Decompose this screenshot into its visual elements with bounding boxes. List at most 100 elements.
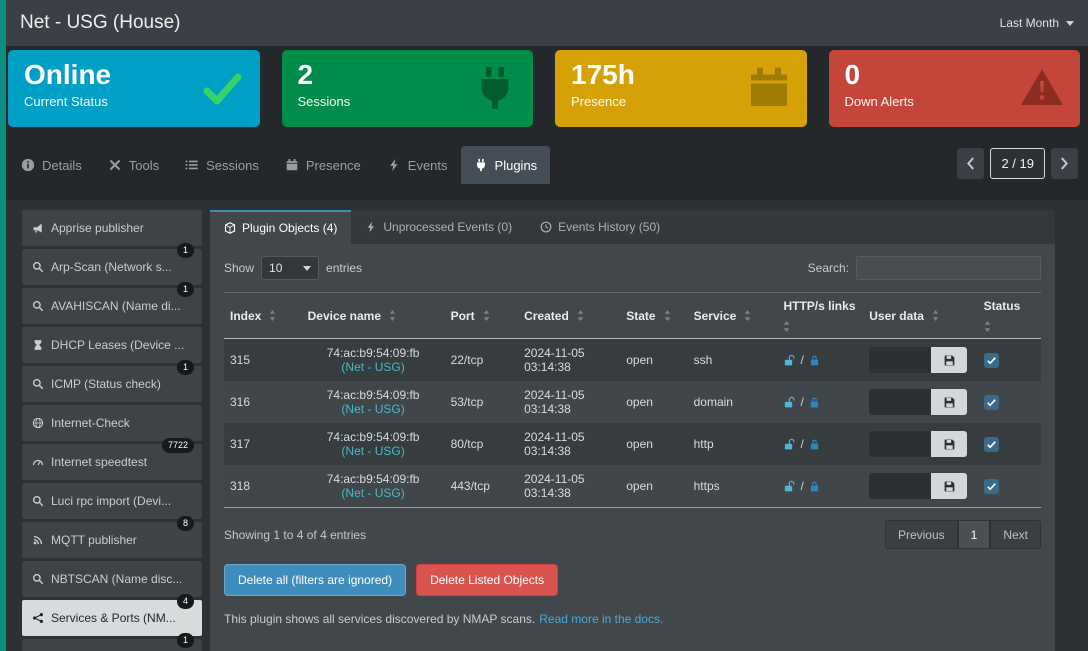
search-input[interactable] [856,256,1041,280]
tab-details[interactable]: Details [8,146,95,184]
card-sessions[interactable]: 2 Sessions [281,50,533,127]
tab-events-history[interactable]: Events History (50) [526,210,674,244]
col-device-name[interactable]: Device name [301,292,445,339]
cell-user-data [863,465,978,508]
lock-icon[interactable] [808,396,821,409]
links-separator: / [800,479,804,493]
time-range-select[interactable]: Last Month [1000,16,1074,30]
user-data-input[interactable] [869,389,932,415]
tab-plugin-objects[interactable]: Plugin Objects (4) [210,210,352,244]
tab-presence[interactable]: Presence [272,146,374,184]
status-checkbox[interactable] [983,394,999,410]
save-button[interactable] [931,389,968,415]
lock-icon[interactable] [808,480,821,493]
col-http-links[interactable]: HTTP/s links [777,292,864,339]
tab-unprocessed-events[interactable]: Unprocessed Events (0) [351,210,526,244]
col-service[interactable]: Service [687,292,778,339]
page-size-select[interactable]: 10 [261,256,320,280]
device-link[interactable]: (Net - USG) [341,444,405,458]
page-size-value: 10 [269,261,283,275]
tab-tools[interactable]: Tools [95,146,172,184]
status-checkbox[interactable] [983,352,999,368]
next-page-button[interactable]: Next [990,520,1041,549]
next-device-button[interactable] [1051,148,1078,179]
previous-page-button[interactable]: Previous [884,520,958,549]
info-icon [21,158,35,172]
user-data-input[interactable] [869,347,932,373]
device-link[interactable]: (Net - USG) [341,486,405,500]
cell-state: open [620,465,688,508]
tools-icon [109,160,120,170]
sidebar-item-internet-check[interactable]: Internet-Check [22,405,202,441]
count-badge: 7722 [161,438,194,453]
checked-icon [986,356,996,364]
save-button[interactable] [931,347,968,373]
globe-icon [32,417,44,429]
tab-plugins[interactable]: Plugins [460,146,551,184]
delete-all-button[interactable]: Delete all (filters are ignored) [224,564,407,596]
sidebar-item-avahiscan[interactable]: AVAHISCAN (Name di... 1 [22,282,202,324]
unlock-icon[interactable] [783,480,796,493]
cell-index: 318 [224,465,302,508]
col-created[interactable]: Created [518,292,621,339]
sort-icon [745,310,751,321]
save-button[interactable] [931,473,968,499]
sidebar-item-arp-scan[interactable]: Arp-Scan (Network s... 1 [22,243,202,285]
sidebar-item-services-ports[interactable]: Services & Ports (NM... 4 [22,594,202,636]
sidebar-item-luci-rpc-import[interactable]: Luci rpc import (Devi... [22,483,202,519]
sidebar-item-dhcp-leases[interactable]: DHCP Leases (Device ... [22,327,202,363]
docs-link[interactable]: Read more in the docs. [539,612,664,626]
lock-icon[interactable] [808,354,821,367]
device-mac: 74:ac:b9:54:09:fb [326,430,420,444]
cell-service: domain [693,395,733,409]
cell-http-links: / [777,423,863,465]
tab-events[interactable]: Events [374,146,461,184]
sidebar-item-internet-speedtest[interactable]: Internet speedtest 7722 [22,438,202,480]
device-pager-count: 2 / 19 [990,148,1045,179]
col-status[interactable]: Status [977,292,1041,339]
cell-state: open [626,395,653,409]
sidebar-item-nbtscan[interactable]: NBTSCAN (Name disc... [22,561,202,597]
col-label: User data [869,308,924,323]
sidebar-item-apprise-publisher[interactable]: Apprise publisher [22,210,202,246]
device-link[interactable]: (Net - USG) [341,360,405,374]
col-port[interactable]: Port [444,292,519,339]
card-current-status[interactable]: Online Current Status [8,50,260,127]
page-number-button[interactable]: 1 [957,520,991,549]
col-state[interactable]: State [620,292,688,339]
device-tabs: Details Tools Sessions Presence Events P… [8,146,551,184]
cell-port: 443/tcp [444,465,519,508]
status-checkbox[interactable] [983,436,999,452]
tab-sessions[interactable]: Sessions [172,146,272,184]
card-label: Down Alerts [844,94,914,110]
status-checkbox[interactable] [983,478,999,494]
col-index[interactable]: Index [224,292,302,339]
cell-created: 2024-11-05 03:14:38 [524,388,585,416]
sidebar-item-label: Apprise publisher [51,221,144,235]
table-header-row: Index Device name Port Created State Ser… [224,292,1041,339]
cell-index: 315 [230,353,251,367]
sidebar-item-label: MQTT publisher [51,533,137,547]
unlock-icon[interactable] [783,396,796,409]
user-data-input[interactable] [869,473,932,499]
plugin-description-text: This plugin shows all services discovere… [224,612,536,626]
action-buttons: Delete all (filters are ignored) Delete … [224,564,1041,596]
card-presence[interactable]: 175h Presence [555,50,807,127]
card-down-alerts[interactable]: 0 Down Alerts [828,50,1080,127]
unlock-icon[interactable] [783,438,796,451]
save-button[interactable] [931,431,968,457]
unlock-icon[interactable] [783,354,796,367]
sidebar-item-mqtt-publisher[interactable]: MQTT publisher 8 [22,516,202,558]
plug-icon [481,67,509,109]
card-value: 2 [297,59,314,90]
delete-listed-button[interactable]: Delete Listed Objects [416,564,559,596]
user-data-input[interactable] [869,431,932,457]
prev-device-button[interactable] [957,148,985,179]
sidebar-item-icmp[interactable]: ICMP (Status check) 1 [22,360,202,402]
device-link[interactable]: (Net - USG) [341,402,405,416]
count-badge: 1 [176,360,194,375]
lock-icon[interactable] [808,438,821,451]
col-user-data[interactable]: User data [863,292,978,339]
sidebar-item-nslookup[interactable]: NSLOOKUP (Name di... 1 [22,633,202,651]
show-label: Show [224,261,255,275]
